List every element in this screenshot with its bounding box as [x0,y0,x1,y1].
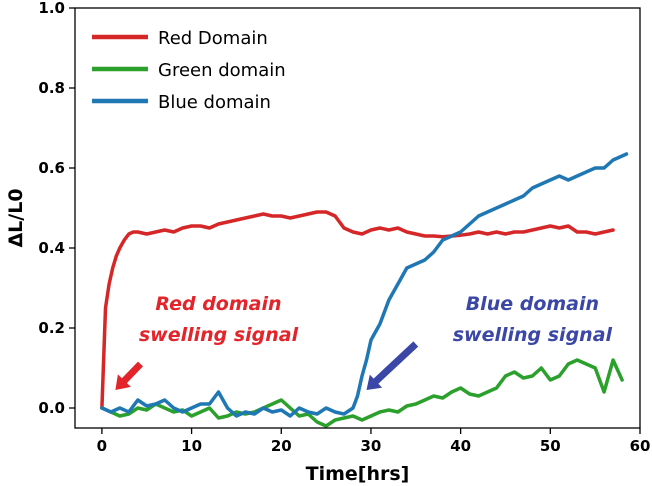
annotation-0-line-0: Red domain [155,293,281,315]
y-tick-label: 0.8 [38,79,65,97]
annotation-1-line-0: Blue domain [466,293,599,315]
x-tick-label: 60 [630,437,651,455]
legend-label-0: Red Domain [158,28,268,49]
x-tick-label: 50 [540,437,561,455]
series-line-1 [100,358,624,428]
plot-frame [74,7,641,429]
annotation-0-line-1: swelling signal [139,324,299,346]
x-tick-label: 40 [450,437,471,455]
x-tick-label: 10 [181,437,202,455]
x-tick-label: 0 [97,437,107,455]
y-tick-label: 0.6 [38,159,65,177]
annotation-1-line-1: swelling signal [453,324,613,346]
series-line-2 [100,152,629,418]
x-tick-label: 20 [271,437,292,455]
y-axis-title: ΔL/L0 [5,188,27,247]
annotation-arrow-0 [115,361,143,390]
y-tick-label: 0.2 [38,319,65,337]
annotation-arrow-1 [366,341,419,390]
y-tick-label: 0.4 [38,239,65,257]
plot-lines [100,152,629,428]
legend-label-2: Blue domain [158,92,271,113]
x-axis-title: Time[hrs] [306,463,410,485]
legend-label-1: Green domain [158,60,286,81]
y-tick-label: 0.0 [38,399,65,417]
annotations: Red domain swelling signal Blue domain swel… [115,293,613,390]
y-tick-label: 1.0 [38,0,65,17]
axes: 0 10 20 30 40 50 60 0.0 0.2 0.4 0.6 0.8 1.0 [38,0,650,455]
x-tick-label: 30 [361,437,382,455]
series-line-0 [100,210,615,410]
legend: Red Domain Green domain Blue domain [92,28,286,113]
